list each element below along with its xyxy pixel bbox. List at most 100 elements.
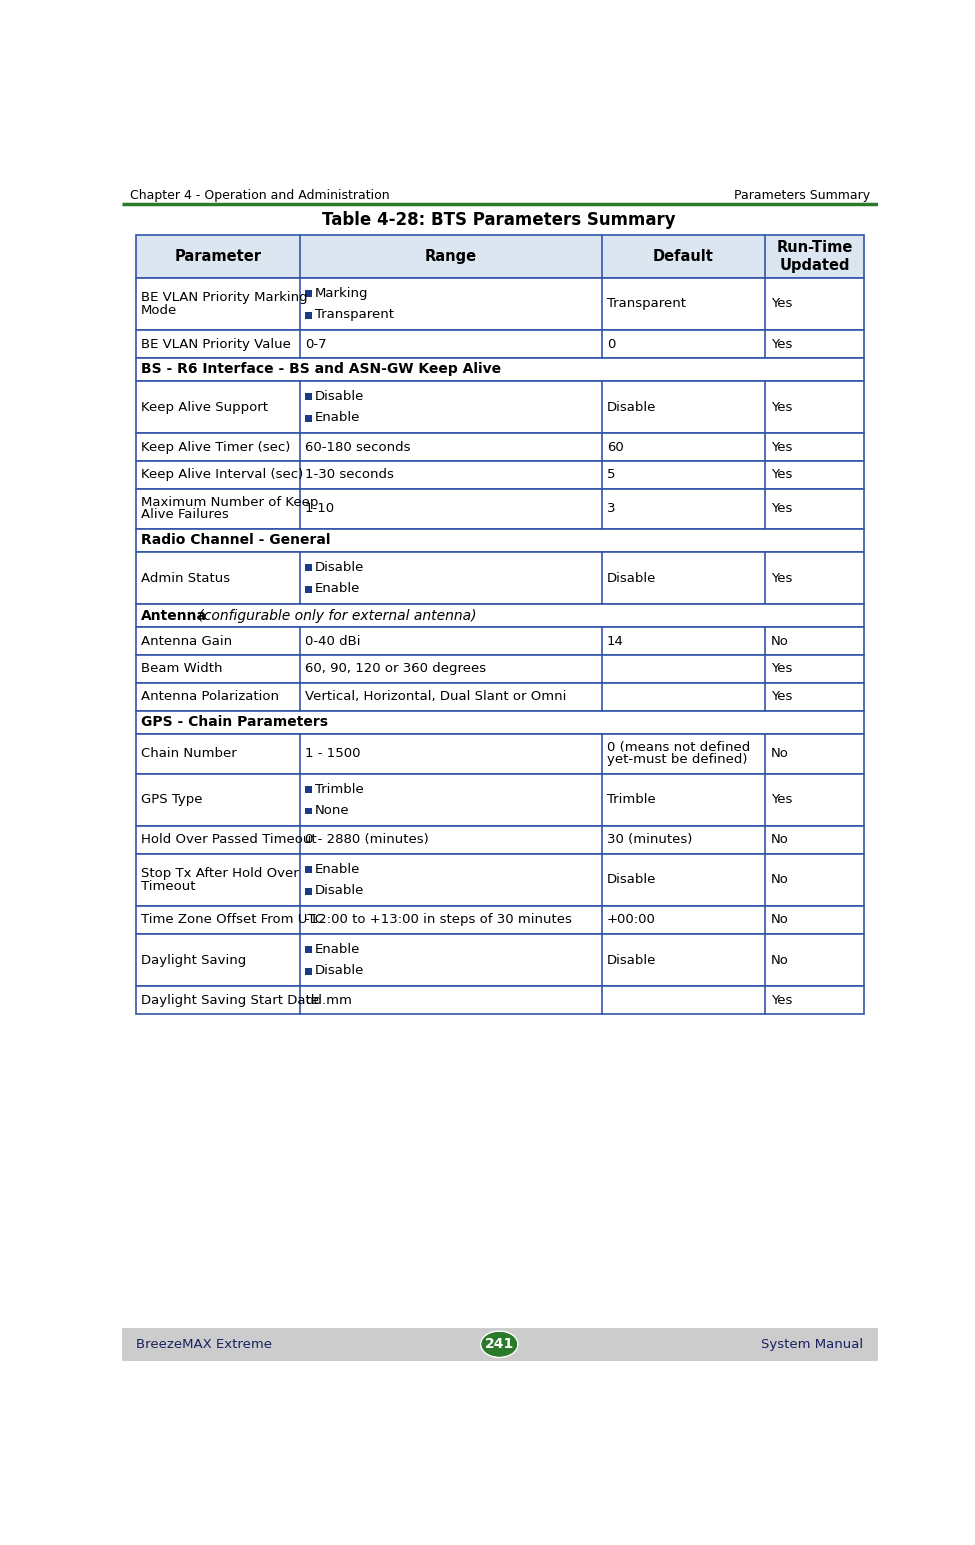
Text: +00:00: +00:00 xyxy=(607,913,656,927)
Bar xyxy=(136,528,864,552)
Text: -12:00 to +13:00 in steps of 30 minutes: -12:00 to +13:00 in steps of 30 minutes xyxy=(305,913,572,927)
Text: BE VLAN Priority Marking: BE VLAN Priority Marking xyxy=(141,292,308,304)
Text: Daylight Saving Start Date: Daylight Saving Start Date xyxy=(141,993,319,1006)
Bar xyxy=(136,604,864,627)
Text: GPS Type: GPS Type xyxy=(141,794,203,806)
Bar xyxy=(305,867,312,873)
Bar xyxy=(136,683,864,711)
Bar xyxy=(136,854,864,905)
Text: Disable: Disable xyxy=(315,964,365,978)
Bar xyxy=(136,331,864,358)
Text: Antenna Gain: Antenna Gain xyxy=(141,635,232,647)
Text: Disable: Disable xyxy=(315,561,365,573)
Text: Yes: Yes xyxy=(770,298,792,311)
Text: Transparent: Transparent xyxy=(315,309,394,321)
Text: Stop Tx After Hold Over: Stop Tx After Hold Over xyxy=(141,867,299,881)
Ellipse shape xyxy=(481,1332,518,1358)
Text: Marking: Marking xyxy=(315,287,369,300)
Text: Trimble: Trimble xyxy=(315,783,364,796)
Bar xyxy=(305,586,312,593)
Bar xyxy=(305,786,312,793)
Text: Enable: Enable xyxy=(315,862,361,876)
Text: Yes: Yes xyxy=(770,691,792,703)
Text: Range: Range xyxy=(424,249,477,264)
Text: Radio Channel - General: Radio Channel - General xyxy=(141,533,331,547)
Bar xyxy=(136,433,864,460)
Bar xyxy=(122,1327,878,1361)
Text: Yes: Yes xyxy=(770,572,792,584)
Text: 0 - 2880 (minutes): 0 - 2880 (minutes) xyxy=(305,833,429,847)
Text: Timeout: Timeout xyxy=(141,879,196,893)
Text: Yes: Yes xyxy=(770,502,792,516)
Text: Disable: Disable xyxy=(607,873,656,887)
Text: Disable: Disable xyxy=(315,884,365,898)
Bar xyxy=(136,358,864,382)
Text: 0 (means not defined: 0 (means not defined xyxy=(607,742,750,754)
Text: BreezeMAX Extreme: BreezeMAX Extreme xyxy=(136,1338,272,1350)
Text: Yes: Yes xyxy=(770,337,792,351)
Text: Yes: Yes xyxy=(770,794,792,806)
Bar xyxy=(305,312,312,318)
Text: 0: 0 xyxy=(607,337,615,351)
Ellipse shape xyxy=(483,1333,517,1357)
Bar xyxy=(136,986,864,1014)
Text: Mode: Mode xyxy=(141,304,177,317)
Text: (configurable only for external antenna): (configurable only for external antenna) xyxy=(194,609,477,623)
Text: 60-180 seconds: 60-180 seconds xyxy=(305,440,410,454)
Text: 5: 5 xyxy=(607,468,615,482)
Text: BS - R6 Interface - BS and ASN-GW Keep Alive: BS - R6 Interface - BS and ASN-GW Keep A… xyxy=(141,363,501,377)
Text: Hold Over Passed Timeout: Hold Over Passed Timeout xyxy=(141,833,317,847)
Text: 14: 14 xyxy=(607,635,624,647)
Text: 0-7: 0-7 xyxy=(305,337,327,351)
Bar xyxy=(136,655,864,683)
Text: 241: 241 xyxy=(485,1338,514,1352)
Text: 30 (minutes): 30 (minutes) xyxy=(607,833,692,847)
Text: Transparent: Transparent xyxy=(607,298,686,311)
Text: yet-must be defined): yet-must be defined) xyxy=(607,754,748,766)
Bar xyxy=(136,460,864,488)
Text: System Manual: System Manual xyxy=(761,1338,864,1350)
Bar xyxy=(136,235,864,278)
Text: Yes: Yes xyxy=(770,440,792,454)
Text: Table 4-28: BTS Parameters Summary: Table 4-28: BTS Parameters Summary xyxy=(323,212,676,229)
Text: Chapter 4 - Operation and Administration: Chapter 4 - Operation and Administration xyxy=(130,188,389,202)
Text: Disable: Disable xyxy=(607,400,656,414)
Bar xyxy=(136,552,864,604)
Text: Vertical, Horizontal, Dual Slant or Omni: Vertical, Horizontal, Dual Slant or Omni xyxy=(305,691,566,703)
Text: 0-40 dBi: 0-40 dBi xyxy=(305,635,361,647)
Text: No: No xyxy=(770,635,789,647)
Bar xyxy=(136,827,864,854)
Text: Yes: Yes xyxy=(770,993,792,1006)
Text: Parameter: Parameter xyxy=(175,249,261,264)
Text: 3: 3 xyxy=(607,502,615,516)
Text: Maximum Number of Keep: Maximum Number of Keep xyxy=(141,496,319,510)
Text: Disable: Disable xyxy=(315,389,365,403)
Text: Yes: Yes xyxy=(770,663,792,675)
Text: Yes: Yes xyxy=(770,468,792,482)
Bar xyxy=(136,711,864,734)
Bar xyxy=(305,290,312,297)
Text: Daylight Saving: Daylight Saving xyxy=(141,953,247,967)
Text: Antenna: Antenna xyxy=(141,609,208,623)
Text: Keep Alive Support: Keep Alive Support xyxy=(141,400,268,414)
Bar xyxy=(305,808,312,814)
Text: No: No xyxy=(770,873,789,887)
Text: None: None xyxy=(315,803,350,817)
Text: dd.mm: dd.mm xyxy=(305,993,352,1006)
Bar xyxy=(305,967,312,975)
Bar xyxy=(136,774,864,827)
Bar xyxy=(305,416,312,422)
Text: Admin Status: Admin Status xyxy=(141,572,230,584)
Text: Default: Default xyxy=(653,249,714,264)
Text: Yes: Yes xyxy=(770,400,792,414)
Bar xyxy=(305,946,312,953)
Text: Alive Failures: Alive Failures xyxy=(141,508,229,522)
Text: 60, 90, 120 or 360 degrees: 60, 90, 120 or 360 degrees xyxy=(305,663,487,675)
Text: No: No xyxy=(770,913,789,927)
Text: Disable: Disable xyxy=(607,953,656,967)
Text: Keep Alive Interval (sec): Keep Alive Interval (sec) xyxy=(141,468,303,482)
Text: 60: 60 xyxy=(607,440,624,454)
Bar xyxy=(136,905,864,933)
Text: Enable: Enable xyxy=(315,942,361,956)
Text: Trimble: Trimble xyxy=(607,794,656,806)
